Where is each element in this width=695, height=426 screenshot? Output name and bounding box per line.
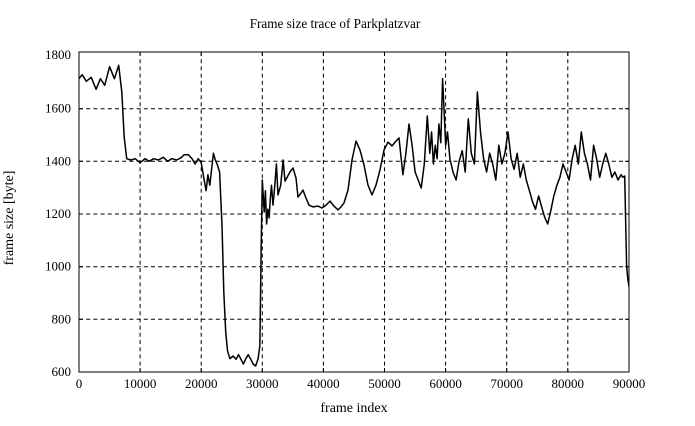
svg-text:1400: 1400 <box>45 153 71 168</box>
svg-text:80000: 80000 <box>552 376 585 391</box>
svg-text:40000: 40000 <box>307 376 340 391</box>
svg-text:1200: 1200 <box>45 206 71 221</box>
svg-text:1800: 1800 <box>45 47 71 62</box>
svg-text:50000: 50000 <box>368 376 401 391</box>
svg-text:90000: 90000 <box>613 376 646 391</box>
svg-text:600: 600 <box>52 364 72 379</box>
svg-text:20000: 20000 <box>185 376 218 391</box>
svg-text:800: 800 <box>52 311 72 326</box>
svg-text:frame index: frame index <box>320 401 387 416</box>
svg-text:frame size [byte]: frame size [byte] <box>2 171 17 266</box>
svg-text:70000: 70000 <box>490 376 523 391</box>
svg-text:60000: 60000 <box>429 376 462 391</box>
svg-text:1000: 1000 <box>45 259 71 274</box>
svg-text:1600: 1600 <box>45 101 71 116</box>
svg-text:10000: 10000 <box>124 376 157 391</box>
svg-text:Frame size trace of Parkplatzv: Frame size trace of Parkplatzvar <box>250 16 421 31</box>
svg-text:0: 0 <box>76 376 83 391</box>
svg-text:30000: 30000 <box>246 376 279 391</box>
